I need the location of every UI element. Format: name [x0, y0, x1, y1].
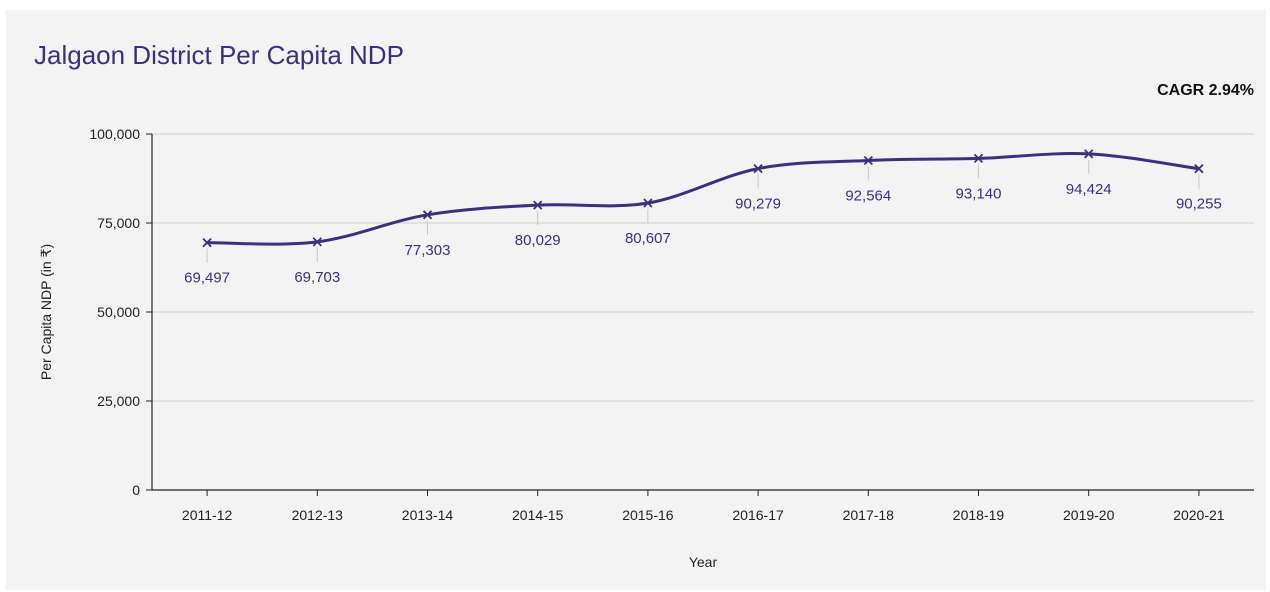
x-tick-label: 2016-17: [732, 507, 784, 523]
data-label: 69,703: [294, 269, 340, 286]
x-tick-label: 2013-14: [402, 507, 454, 523]
data-point: [863, 155, 873, 166]
data-label: 90,255: [1176, 196, 1222, 213]
y-tick-label: 50,000: [97, 304, 140, 320]
data-point: [973, 153, 984, 164]
y-tick-label: 100,000: [89, 126, 140, 142]
data-point: [753, 163, 763, 174]
data-label: 93,140: [956, 185, 1002, 202]
y-tick-label: 0: [132, 482, 140, 498]
data-label: 77,303: [405, 242, 451, 259]
data-label: 92,564: [845, 187, 891, 204]
data-point: [312, 237, 322, 247]
x-tick-label: 2019-20: [1063, 507, 1115, 523]
data-point: [422, 210, 433, 220]
y-axis-title: Per Capita NDP (in ₹): [38, 244, 54, 380]
data-label: 80,029: [515, 232, 561, 249]
data-point: [533, 200, 543, 210]
x-tick-label: 2020-21: [1173, 507, 1225, 523]
cagr-badge: CAGR 2.94%: [1157, 82, 1254, 99]
y-tick-label: 25,000: [97, 393, 140, 409]
x-tick-label: 2017-18: [843, 507, 895, 523]
x-tick-label: 2012-13: [292, 507, 344, 523]
x-tick-label: 2014-15: [512, 507, 564, 523]
data-label: 80,607: [625, 230, 671, 247]
data-label: 94,424: [1066, 181, 1112, 198]
data-point: [643, 198, 653, 208]
series-line: [207, 152, 1200, 246]
x-tick-label: 2018-19: [953, 507, 1005, 523]
chart-panel: Jalgaon District Per Capita NDP CAGR 2.9…: [6, 10, 1266, 590]
data-point: [202, 237, 212, 248]
data-label: 69,497: [184, 270, 230, 287]
y-tick-label: 75,000: [97, 215, 140, 231]
x-tick-label: 2011-12: [182, 507, 233, 523]
x-tick-label: 2015-16: [622, 507, 674, 523]
chart-title: Jalgaon District Per Capita NDP: [34, 40, 404, 70]
data-point: [1194, 164, 1204, 174]
data-point: [1084, 149, 1094, 159]
data-label: 90,279: [735, 196, 781, 213]
x-axis-title: Year: [689, 554, 718, 570]
